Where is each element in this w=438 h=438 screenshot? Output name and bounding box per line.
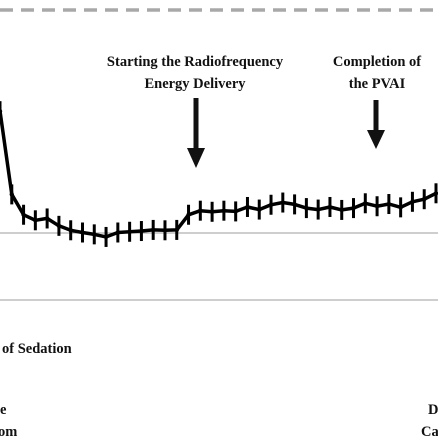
bottom-right-annotation-line-2: Ca: [421, 424, 438, 438]
pvai-annotation-line-2: the PVAI: [349, 76, 406, 92]
bottom-left-annotation-line-2: om: [0, 424, 17, 438]
rf-arrow: [187, 98, 205, 168]
data-point: [21, 212, 26, 217]
data-point: [209, 209, 215, 214]
data-point: [33, 218, 38, 223]
data-point: [150, 227, 156, 233]
data-point: [103, 234, 109, 240]
data-point: [363, 201, 368, 206]
data-point: [410, 199, 415, 204]
data-point: [56, 223, 62, 229]
data-point: [198, 208, 203, 213]
data-point: [68, 228, 73, 233]
data-point: [327, 204, 333, 210]
data-point: [280, 200, 286, 205]
pvai-arrow: [367, 100, 385, 149]
series-group: [0, 101, 438, 247]
data-point: [162, 228, 168, 233]
data-point: [292, 202, 297, 207]
data-point: [186, 212, 191, 217]
grid-lines: [0, 232, 438, 301]
data-point: [139, 228, 144, 234]
data-point: [44, 216, 50, 221]
data-point: [398, 205, 403, 210]
data-point: [351, 205, 356, 211]
data-point: [174, 227, 179, 233]
data-point: [304, 205, 309, 211]
data-point: [127, 229, 132, 234]
data-point: [0, 108, 3, 114]
bottom-right-annotation-line-1: D: [428, 402, 438, 418]
series-line: [0, 110, 437, 239]
sedation-annotation: of Sedation: [2, 341, 72, 357]
data-point: [9, 192, 14, 197]
data-point: [92, 232, 97, 237]
data-point: [245, 204, 250, 210]
data-point: [433, 191, 438, 196]
bottom-left-annotation-line-1: e: [0, 402, 7, 418]
data-point: [257, 207, 262, 212]
data-point: [374, 204, 380, 209]
data-point: [221, 208, 227, 213]
data-point: [315, 207, 321, 212]
data-point: [339, 207, 344, 213]
data-point: [233, 209, 238, 214]
data-point: [422, 197, 427, 202]
data-point: [386, 201, 392, 207]
data-point: [80, 230, 85, 235]
data-point: [268, 202, 274, 207]
data-point: [115, 230, 121, 235]
rf-annotation-line-1: Starting the Radiofrequency: [107, 54, 284, 70]
pvai-annotation-line-1: Completion of: [333, 54, 421, 70]
rf-annotation-line-2: Energy Delivery: [144, 76, 246, 92]
